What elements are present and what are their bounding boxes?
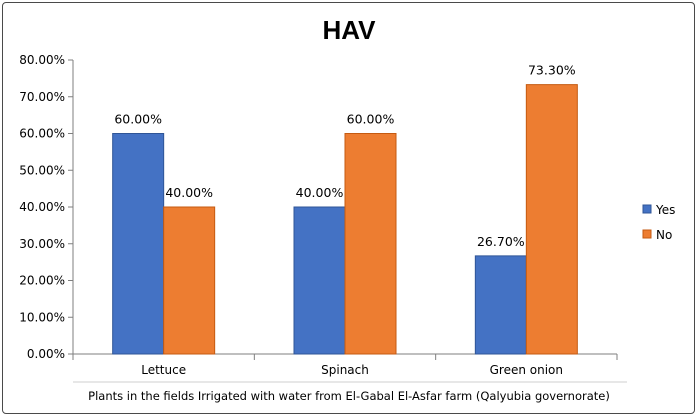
bar-no-lettuce [163,206,216,355]
bar-no-green-onion [525,84,578,355]
chart-bars [112,84,578,355]
x-tick-label: Spinach [321,363,369,377]
y-tick-label: 30.00% [19,237,65,251]
bar-yes-spinach [293,206,346,355]
legend-swatch-no [642,229,652,239]
bar-no-spinach [344,133,397,355]
legend-label-yes: Yes [655,203,675,217]
legend-label-no: No [656,228,672,242]
bar-yes-lettuce [112,133,165,355]
y-tick-label: 0.00% [27,347,65,361]
y-tick-label: 10.00% [19,310,65,324]
data-label: 60.00% [114,112,162,127]
bar-yes-green-onion [474,255,527,355]
y-tick-label: 80.00% [19,53,65,67]
chart-legend: Yes No [642,203,675,242]
x-tick-label: Green onion [490,363,563,377]
y-tick-label: 40.00% [19,200,65,214]
y-tick-label: 50.00% [19,163,65,177]
chart-axes: 0.00% 10.00% 20.00% 30.00% 40.00% 50.00% 60.00… [19,53,627,383]
y-tick-label: 20.00% [19,274,65,288]
x-axis-title: Plants in the fields Irrigated with wate… [88,389,610,403]
data-label: 60.00% [347,112,395,127]
x-tick-label: Lettuce [141,363,186,377]
legend-swatch-yes [642,204,652,214]
data-label: 40.00% [296,185,344,200]
data-label: 26.70% [477,234,525,249]
y-tick-label: 70.00% [19,90,65,104]
y-tick-label: 60.00% [19,127,65,141]
data-label: 40.00% [165,185,213,200]
chart-data-labels: 60.00% 40.00% 40.00% 60.00% 26.70% 73.30% [114,63,575,249]
chart-title: HAV [323,15,377,45]
data-label: 73.30% [528,63,576,78]
